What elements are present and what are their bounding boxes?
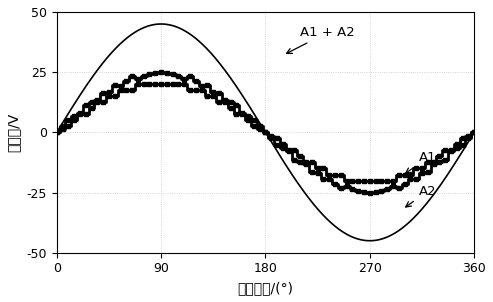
Text: A2: A2	[406, 185, 436, 207]
Text: A1 + A2: A1 + A2	[286, 26, 355, 53]
Y-axis label: 反电势/V: 反电势/V	[7, 113, 21, 152]
X-axis label: 转子位置/(°): 转子位置/(°)	[238, 281, 293, 295]
Text: A1: A1	[406, 151, 436, 173]
